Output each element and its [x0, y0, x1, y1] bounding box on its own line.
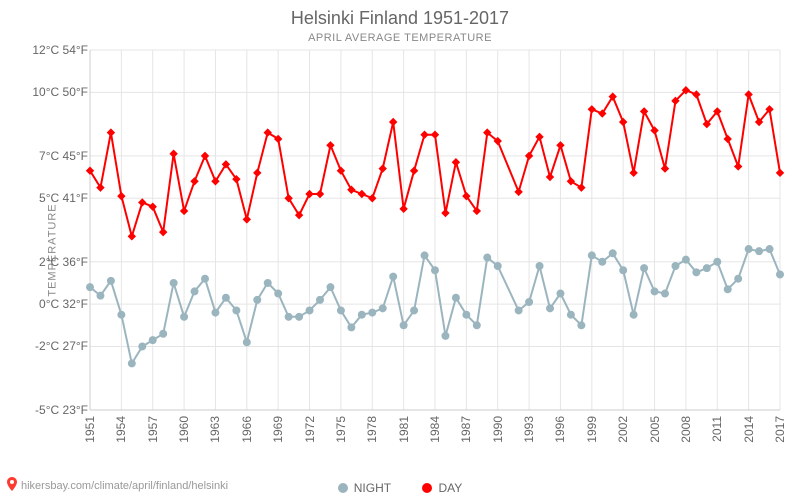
x-tick-label: 1966 [240, 416, 254, 443]
chart-title: Helsinki Finland 1951-2017 [0, 8, 800, 29]
x-tick-label: 2002 [616, 416, 630, 443]
x-tick-label: 1951 [83, 416, 97, 443]
location-pin-icon [6, 477, 18, 494]
x-tick-label: 1972 [303, 416, 317, 443]
x-tick-label: 1999 [585, 416, 599, 443]
x-tick-label: 1984 [428, 416, 442, 443]
footer-attribution: hikersbay.com/climate/april/finland/hels… [6, 477, 228, 494]
x-tick-label: 1990 [491, 416, 505, 443]
x-tick-label: 1969 [271, 416, 285, 443]
legend-label-day: DAY [438, 481, 462, 495]
y-tick-label: 5°C 41°F [8, 191, 88, 205]
x-tick-label: 2017 [773, 416, 787, 443]
y-tick-label: 2°C 36°F [8, 255, 88, 269]
x-tick-label: 1996 [553, 416, 567, 443]
legend-item-day: DAY [422, 481, 462, 495]
y-axis-label: TEMPERATURE [47, 203, 59, 296]
y-tick-label: -5°C 23°F [8, 403, 88, 417]
plot-svg [90, 50, 780, 410]
y-tick-label: -2°C 27°F [8, 339, 88, 353]
x-tick-label: 1981 [397, 416, 411, 443]
x-tick-label: 1978 [365, 416, 379, 443]
x-tick-label: 2014 [742, 416, 756, 443]
x-tick-label: 1993 [522, 416, 536, 443]
chart-subtitle: APRIL AVERAGE TEMPERATURE [0, 32, 800, 44]
legend-label-night: NIGHT [354, 481, 391, 495]
y-tick-label: 12°C 54°F [8, 43, 88, 57]
x-tick-label: 1960 [177, 416, 191, 443]
x-tick-label: 1957 [146, 416, 160, 443]
x-tick-label: 1975 [334, 416, 348, 443]
chart-container: Helsinki Finland 1951-2017 APRIL AVERAGE… [0, 0, 800, 500]
footer-url: hikersbay.com/climate/april/finland/hels… [21, 480, 228, 492]
legend-marker-night [338, 483, 348, 493]
x-tick-label: 2008 [679, 416, 693, 443]
x-tick-label: 1987 [459, 416, 473, 443]
x-tick-label: 2005 [648, 416, 662, 443]
x-tick-label: 1963 [208, 416, 222, 443]
plot-area [90, 50, 780, 410]
legend-marker-day [422, 483, 432, 493]
y-tick-label: 10°C 50°F [8, 85, 88, 99]
legend-item-night: NIGHT [338, 481, 391, 495]
x-tick-label: 1954 [114, 416, 128, 443]
y-tick-label: 0°C 32°F [8, 297, 88, 311]
y-tick-label: 7°C 45°F [8, 149, 88, 163]
x-tick-label: 2011 [710, 416, 724, 442]
